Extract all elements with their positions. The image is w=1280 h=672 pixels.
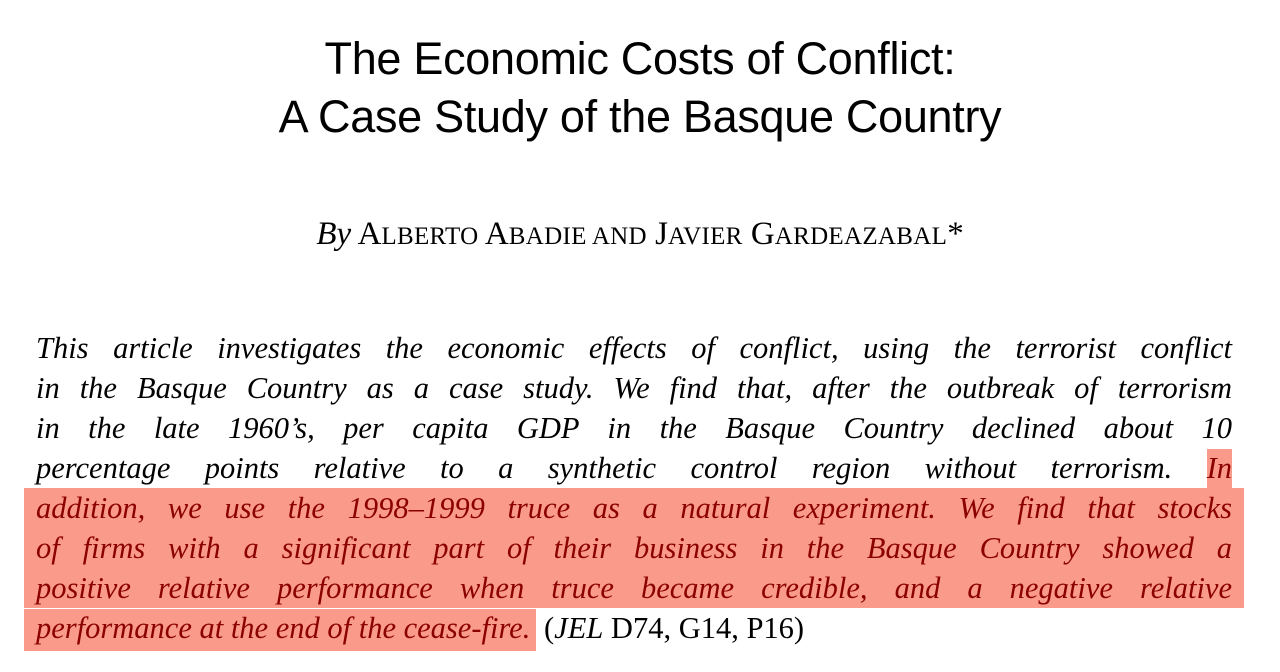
highlight-block: addition, we use the 1998–1999 truce as … <box>24 488 1244 608</box>
abstract-line-6: of firms with a significant part of thei… <box>36 531 1232 565</box>
author-1-initial: A <box>357 216 382 252</box>
author-2-surname-rest: ARDEAZABAL <box>774 223 948 250</box>
abstract-line-7: positive relative performance when truce… <box>36 571 1232 605</box>
title-line-1: The Economic Costs of Conflict: <box>324 33 956 84</box>
jel-classification: (JEL D74, G14, P16) <box>544 611 804 645</box>
abstract-line-4-plain: percentage points relative to a syntheti… <box>36 451 1173 485</box>
byline-by: By <box>316 216 352 252</box>
abstract-line-5: addition, we use the 1998–1999 truce as … <box>36 491 1232 525</box>
highlight-start: In <box>1206 449 1233 491</box>
jel-open: ( <box>543 611 555 645</box>
abstract-line-3: in the late 1960’s, per capita GDP in th… <box>36 411 1232 445</box>
author-1-surname-rest: BADIE AND <box>508 223 647 250</box>
author-2-surname-initial: G <box>750 216 775 252</box>
author-2-initial: J <box>655 216 668 252</box>
footnote-mark: * <box>947 216 964 252</box>
jel-codes: D74, G14, P16) <box>610 611 805 645</box>
paper-title: The Economic Costs of Conflict: A Case S… <box>0 30 1280 146</box>
abstract: This article investigates the economic e… <box>24 328 1244 651</box>
author-1-surname-initial: A <box>484 216 509 252</box>
author-2-rest: AVIER <box>667 223 743 250</box>
abstract-line-1: This article investigates the economic e… <box>36 331 1232 365</box>
abstract-line-8: performance at the end of the cease-fire… <box>24 608 1232 651</box>
abstract-line-2: in the Basque Country as a case study. W… <box>36 371 1232 405</box>
abstract-line-4: percentage points relative to a syntheti… <box>36 448 1233 491</box>
author-1-rest: LBERTO <box>381 223 479 250</box>
title-line-2: A Case Study of the Basque Country <box>278 91 1002 142</box>
jel-label: JEL <box>554 611 604 645</box>
highlight-end: performance at the end of the cease-fire… <box>24 609 537 651</box>
author-byline: By ALBERTO ABADIE AND JAVIER GARDEAZABAL… <box>0 214 1280 257</box>
